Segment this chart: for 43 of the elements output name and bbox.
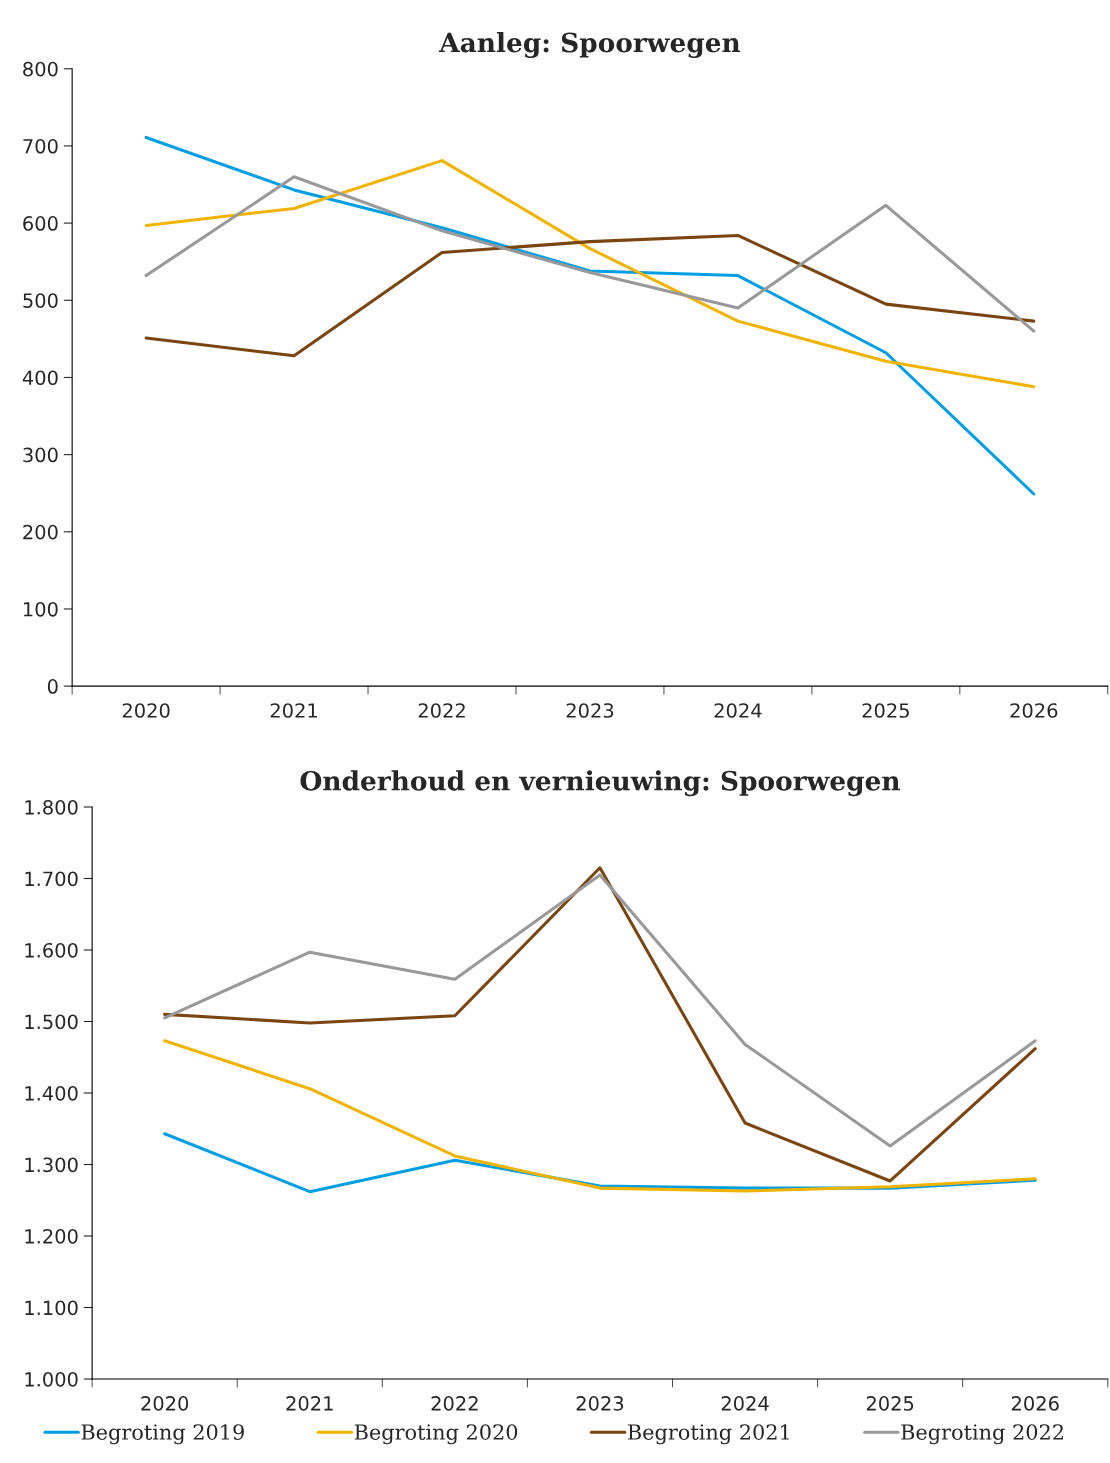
y-tick-label: 300 (23, 447, 58, 463)
x-tick-label: 2022 (418, 703, 465, 718)
x-tick-label: 2023 (576, 1396, 624, 1411)
x-tick-label: 2025 (866, 1396, 914, 1411)
x-tick-label: 2021 (270, 703, 318, 718)
y-tick-label: 1.100 (25, 1300, 78, 1316)
y-tick-label: 1.700 (25, 871, 78, 887)
x-tick-label: 2024 (721, 1396, 769, 1411)
y-tick-label: 1.300 (25, 1157, 78, 1173)
x-tick-label: 2020 (122, 703, 170, 718)
y-tick-label: 1.800 (25, 799, 78, 815)
legend-label: Begroting 2020 (354, 1424, 518, 1445)
line-series (144, 233, 1036, 358)
y-tick-label: 1.400 (25, 1085, 78, 1101)
legend-label: Begroting 2019 (81, 1424, 244, 1445)
y-tick-label: 700 (23, 138, 58, 154)
x-tick-label: 2025 (862, 703, 909, 718)
line-series (144, 175, 1036, 333)
line-series (144, 159, 1036, 389)
x-tick-label: 2024 (714, 703, 762, 718)
x-tick-label: 2022 (431, 1396, 478, 1411)
legend-label: Begroting 2021 (628, 1424, 789, 1445)
y-tick-label: 500 (23, 293, 58, 308)
y-tick-label: 1.600 (25, 942, 78, 958)
x-tick-label: 2021 (286, 1396, 333, 1411)
chart-title: Onderhoud en vernieuwing: Spoorwegen (300, 770, 900, 797)
y-tick-label: 600 (23, 216, 58, 231)
y-tick-label: 200 (23, 524, 58, 540)
y-tick-label: 800 (23, 61, 58, 77)
line-series (163, 1039, 1037, 1193)
y-tick-label: 1.200 (25, 1228, 78, 1244)
x-tick-label: 2026 (1011, 1396, 1059, 1411)
y-tick-label: 1.000 (25, 1371, 78, 1387)
legend-label: Begroting 2022 (901, 1424, 1063, 1445)
x-tick-label: 2020 (141, 1396, 189, 1411)
y-tick-label: 400 (22, 370, 58, 386)
y-tick-label: 1.500 (25, 1014, 78, 1030)
y-tick-label: 100 (23, 601, 58, 617)
y-tick-label: 0 (47, 679, 58, 694)
x-tick-label: 2026 (1010, 703, 1058, 718)
x-tick-label: 2023 (566, 703, 614, 718)
line-series (144, 135, 1036, 496)
chart-title: Aanleg: Spoorwegen (439, 32, 741, 58)
